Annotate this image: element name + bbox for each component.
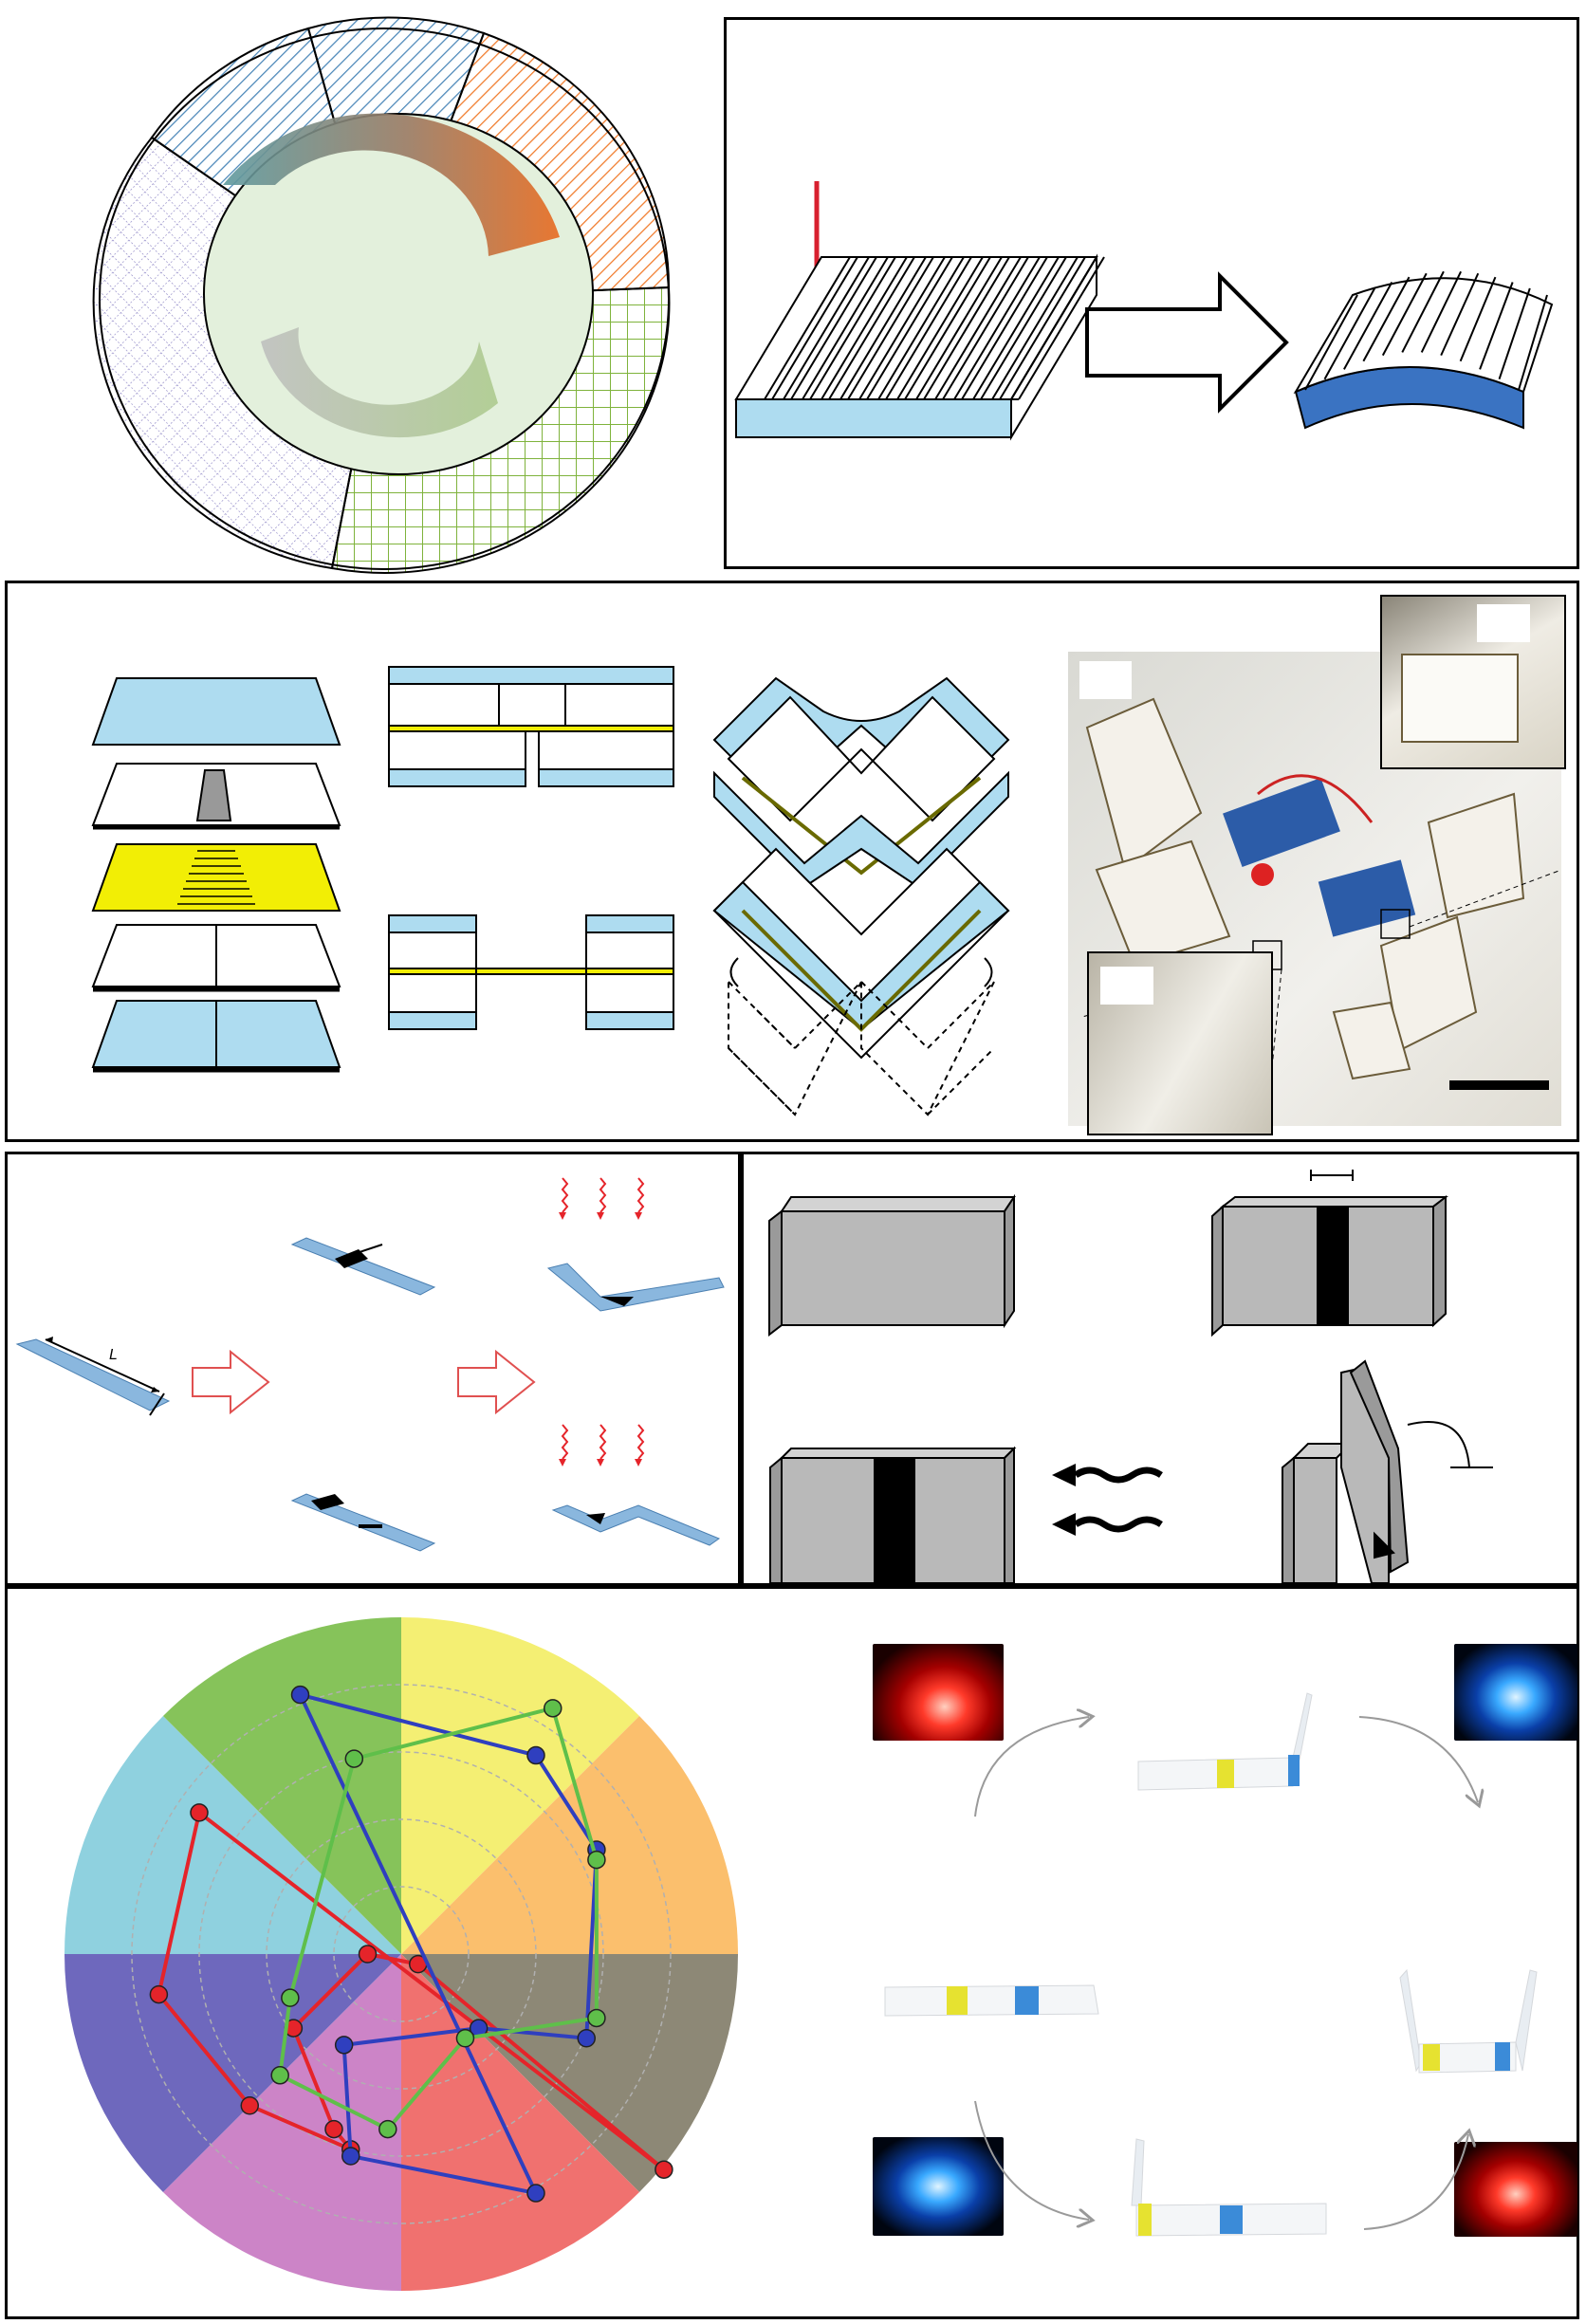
material-ring-diagram [92, 16, 671, 574]
radar-sector [65, 1954, 401, 2193]
radar-ring [198, 1751, 604, 2157]
radar-point [587, 1850, 606, 1870]
bent-strip-bottom [551, 1504, 721, 1546]
strip-cycle-diagram [884, 1692, 1538, 2237]
laser-groove-panel [724, 17, 1579, 569]
striped-block [1211, 1170, 1448, 1337]
radar-ring [333, 1886, 470, 2022]
radar-point [341, 2147, 360, 2166]
laminate-robot-panel [5, 581, 1579, 1142]
radar-point [526, 1745, 545, 1765]
laminate-cross-section-top [388, 666, 674, 787]
radar-sector [401, 1954, 738, 2193]
radar-sector [162, 1617, 401, 1954]
strip-u-shape [1399, 1968, 1538, 2074]
radar-point [281, 1988, 300, 2007]
robot-inset-fold [1087, 951, 1273, 1135]
folded-block [1282, 1359, 1493, 1583]
strip-bottom [1131, 2138, 1327, 2237]
radar-point [334, 2036, 354, 2055]
red-light-image [873, 1644, 1004, 1741]
folded-hinge-top [712, 676, 1010, 889]
radar-point [378, 2119, 397, 2139]
radar-point [240, 2096, 259, 2115]
radar-point [455, 2029, 475, 2048]
bent-strip-top [546, 1263, 725, 1312]
laminate-cross-section-bottom [388, 914, 674, 1030]
radar-point [324, 2119, 343, 2139]
light-wave-icon [1052, 1464, 1163, 1536]
radar-sector [401, 1617, 640, 1954]
response-panel [5, 1586, 1579, 2319]
radar-point [149, 1984, 169, 2004]
radar-point [358, 1945, 378, 1964]
plain-block [768, 1193, 1016, 1337]
block-folding-panel [741, 1152, 1579, 1586]
radar-ring [131, 1684, 672, 2224]
radar-point [290, 1685, 310, 1705]
radar-point [577, 2029, 596, 2048]
radar-point [544, 1699, 562, 1718]
radar-point [587, 2008, 606, 2028]
radar-ring [266, 1818, 537, 2090]
heat-wave-icon [559, 1177, 645, 1466]
blue-light-image [1454, 1644, 1577, 1741]
initial-strip: L [15, 1337, 171, 1416]
radar-sector [401, 1715, 738, 1954]
radar-point [344, 1749, 364, 1768]
right-arrow-icon [457, 1349, 536, 1415]
blue-light-image [873, 2137, 1004, 2236]
flat-grooved-slab [734, 253, 1105, 441]
patterned-strip-top [290, 1237, 436, 1296]
scale-bar [1449, 1080, 1549, 1090]
radar-point [190, 1803, 209, 1822]
right-arrow-icon [192, 1349, 270, 1415]
strip-heating-panel: L [5, 1152, 741, 1586]
strip-top [1137, 1692, 1313, 1791]
right-arrow-icon [1085, 271, 1289, 414]
radar-point [270, 2066, 289, 2085]
robot-inset-hinge [1380, 595, 1566, 769]
layer-stack [91, 677, 341, 1073]
radar-series-line [157, 1809, 666, 2171]
inner-disk [203, 113, 594, 475]
radar-point [655, 2160, 673, 2179]
cycle-arrow-icon [974, 1717, 1478, 2230]
striped-block-irradiated [769, 1446, 1017, 1583]
length-symbol: L [109, 1347, 118, 1363]
folded-hinge-bottom [712, 847, 1010, 1116]
curved-grooved-slab [1293, 270, 1554, 430]
patterned-strip-bottom [290, 1493, 436, 1552]
red-light-image [1454, 2142, 1577, 2237]
radar-point [526, 2184, 545, 2203]
radar-chart [65, 1617, 738, 2291]
strip-flat [884, 1984, 1099, 2017]
